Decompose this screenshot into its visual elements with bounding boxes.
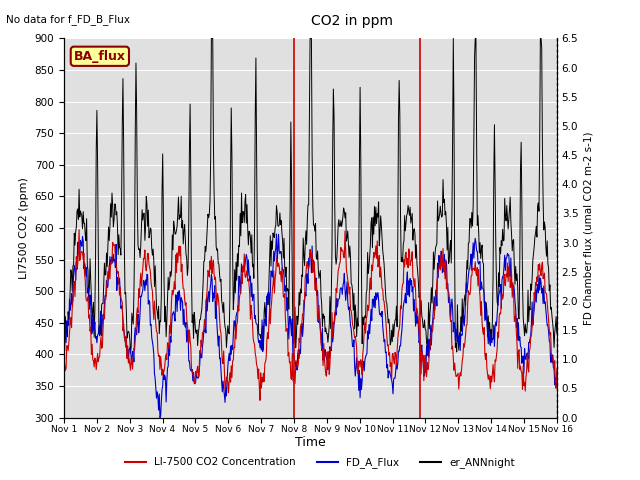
- Text: CO2 in ppm: CO2 in ppm: [311, 14, 393, 28]
- Y-axis label: LI7500 CO2 (ppm): LI7500 CO2 (ppm): [19, 177, 29, 279]
- Y-axis label: FD Chamber flux (umal CO2 m-2 s-1): FD Chamber flux (umal CO2 m-2 s-1): [584, 131, 594, 325]
- X-axis label: Time: Time: [295, 436, 326, 449]
- Text: BA_flux: BA_flux: [74, 50, 126, 63]
- Legend: LI-7500 CO2 Concentration, FD_A_Flux, er_ANNnight: LI-7500 CO2 Concentration, FD_A_Flux, er…: [121, 453, 519, 472]
- Text: No data for f_FD_B_Flux: No data for f_FD_B_Flux: [6, 14, 131, 25]
